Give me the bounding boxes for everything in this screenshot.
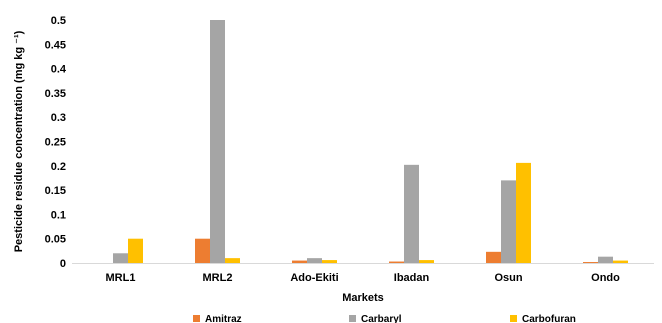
legend-label-amitraz: Amitraz: [205, 314, 242, 323]
y-axis-title: Pesticide residue concentration (mg kg ⁻…: [13, 30, 25, 252]
bar-carbaryl-mrl2: [210, 20, 225, 263]
bar-carbofuran-mrl2: [225, 258, 240, 263]
x-tick-label: Ibadan: [394, 272, 430, 284]
x-tick-label: MRL1: [106, 272, 136, 284]
bar-carbaryl-osun: [501, 180, 516, 263]
legend-label-carbaryl: Carbaryl: [361, 314, 402, 323]
bar-amitraz-ondo: [583, 262, 598, 263]
x-axis-title: Markets: [342, 292, 384, 304]
y-tick-label: 0.05: [45, 234, 66, 246]
legend-swatch-amitraz: [193, 315, 200, 322]
y-axis-ticks: 0 0.05 0.1 0.15 0.2 0.25 0.3 0.35 0.4 0.45 0.5: [45, 15, 67, 270]
bar-carbofuran-ibadan: [419, 260, 434, 263]
y-tick-label: 0.35: [45, 88, 66, 100]
y-tick-label: 0.45: [45, 39, 66, 51]
y-tick-label: 0.15: [45, 185, 66, 197]
bar-amitraz-mrl2: [195, 238, 210, 263]
x-tick-label: Osun: [494, 272, 522, 284]
x-axis-ticks: MRL1 MRL2 Ado-Ekiti Ibadan Osun Ondo: [106, 272, 621, 284]
y-tick-label: 0.2: [51, 161, 66, 173]
y-tick-label: 0.5: [51, 15, 66, 27]
bar-amitraz-ado-ekiti: [292, 260, 307, 263]
bar-carbofuran-mrl1: [128, 238, 143, 263]
bar-carbaryl-ado-ekiti: [307, 258, 322, 263]
legend: Amitraz Carbaryl Carbofuran: [193, 314, 576, 323]
y-tick-label: 0.1: [51, 209, 66, 221]
bar-carbaryl-ondo: [598, 256, 613, 263]
bars: [113, 20, 628, 263]
bar-carbofuran-ado-ekiti: [322, 260, 337, 263]
y-tick-label: 0.25: [45, 137, 66, 149]
bar-carbaryl-ibadan: [404, 164, 419, 263]
bar-carbaryl-mrl1: [113, 253, 128, 263]
bar-amitraz-ibadan: [389, 261, 404, 263]
bar-carbofuran-ondo: [613, 260, 628, 263]
y-tick-label: 0.3: [51, 112, 66, 124]
x-tick-label: Ado-Ekiti: [290, 272, 338, 284]
legend-swatch-carbaryl: [349, 315, 356, 322]
x-tick-label: MRL2: [203, 272, 233, 284]
legend-label-carbofuran: Carbofuran: [522, 314, 576, 323]
y-tick-label: 0.4: [51, 64, 67, 76]
bar-carbofuran-osun: [516, 162, 531, 263]
bar-amitraz-osun: [486, 251, 501, 263]
x-tick-label: Ondo: [591, 272, 620, 284]
legend-swatch-carbofuran: [510, 315, 517, 322]
y-tick-label: 0: [60, 258, 66, 270]
